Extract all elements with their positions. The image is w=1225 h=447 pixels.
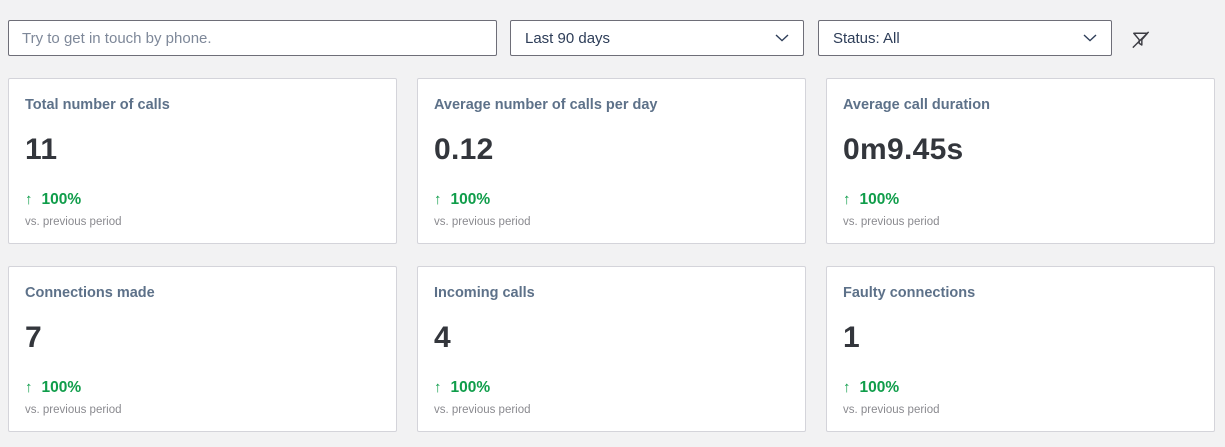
stat-card-avg-calls-per-day: Average number of calls per day 0.12 ↑ 1…: [417, 78, 806, 244]
stat-card-trend: ↑ 100%: [843, 192, 1198, 208]
stat-card-trend: ↑ 100%: [25, 380, 380, 396]
trend-up-arrow-icon: ↑: [434, 190, 442, 208]
clear-filters-button[interactable]: [1125, 24, 1155, 54]
stat-card-footnote: vs. previous period: [843, 216, 940, 229]
stat-card-value: 0m9.45s: [843, 132, 964, 166]
trend-value: 100%: [859, 190, 900, 208]
stat-card-title: Connections made: [25, 285, 155, 301]
stat-card-trend: ↑ 100%: [25, 192, 380, 208]
trend-value: 100%: [41, 190, 82, 208]
stat-card-title: Average number of calls per day: [434, 97, 658, 113]
stat-card-footnote: vs. previous period: [843, 404, 940, 417]
status-select[interactable]: Status: All: [818, 20, 1112, 56]
stat-card-title: Average call duration: [843, 97, 990, 113]
stat-card-title: Total number of calls: [25, 97, 170, 113]
filter-toolbar: Last 90 days Status: All: [0, 0, 1225, 66]
stat-card-value: 7: [25, 320, 42, 354]
trend-up-arrow-icon: ↑: [434, 378, 442, 396]
period-select-value: Last 90 days: [525, 29, 611, 47]
chevron-down-icon: [775, 34, 789, 42]
stat-card-footnote: vs. previous period: [25, 404, 122, 417]
trend-up-arrow-icon: ↑: [843, 378, 851, 396]
stat-card-value: 11: [25, 132, 58, 166]
stat-card-footnote: vs. previous period: [434, 216, 531, 229]
stat-card-faulty-connections: Faulty connections 1 ↑ 100% vs. previous…: [826, 266, 1215, 432]
search-input[interactable]: [8, 20, 497, 56]
trend-up-arrow-icon: ↑: [843, 190, 851, 208]
trend-up-arrow-icon: ↑: [25, 378, 33, 396]
trend-value: 100%: [41, 378, 82, 396]
trend-value: 100%: [450, 378, 491, 396]
stat-card-value: 4: [434, 320, 451, 354]
stat-card-title: Faulty connections: [843, 285, 976, 301]
period-select[interactable]: Last 90 days: [510, 20, 804, 56]
stat-card-value: 1: [843, 320, 860, 354]
stat-card-trend: ↑ 100%: [843, 380, 1198, 396]
stat-card-trend: ↑ 100%: [434, 192, 789, 208]
stat-card-connections-made: Connections made 7 ↑ 100% vs. previous p…: [8, 266, 397, 432]
stats-grid: Total number of calls 11 ↑ 100% vs. prev…: [8, 78, 1215, 432]
stat-card-trend: ↑ 100%: [434, 380, 789, 396]
filter-clear-icon: [1131, 30, 1149, 48]
stat-card-title: Incoming calls: [434, 285, 535, 301]
stat-card-incoming-calls: Incoming calls 4 ↑ 100% vs. previous per…: [417, 266, 806, 432]
stat-card-avg-call-duration: Average call duration 0m9.45s ↑ 100% vs.…: [826, 78, 1215, 244]
stat-card-footnote: vs. previous period: [25, 216, 122, 229]
stat-card-total-calls: Total number of calls 11 ↑ 100% vs. prev…: [8, 78, 397, 244]
status-select-value: Status: All: [833, 29, 900, 47]
trend-value: 100%: [450, 190, 491, 208]
stat-card-value: 0.12: [434, 132, 494, 166]
trend-up-arrow-icon: ↑: [25, 190, 33, 208]
trend-value: 100%: [859, 378, 900, 396]
stat-card-footnote: vs. previous period: [434, 404, 531, 417]
chevron-down-icon: [1083, 34, 1097, 42]
